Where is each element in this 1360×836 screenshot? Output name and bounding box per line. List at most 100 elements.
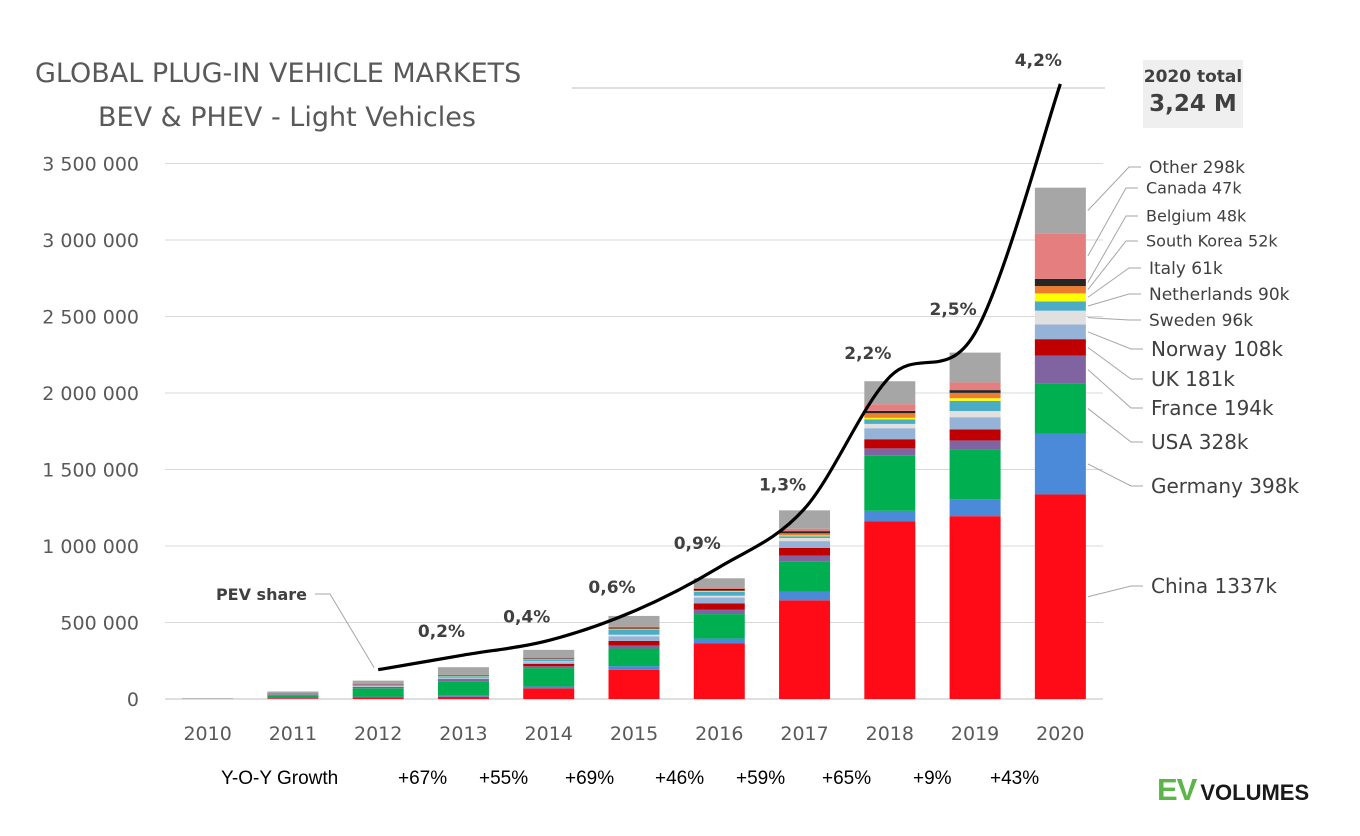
bar-segment-sweden bbox=[608, 634, 660, 637]
callout-label: Germany 398k bbox=[1151, 474, 1299, 498]
logo-ev: EV bbox=[1157, 772, 1197, 807]
bar-stack bbox=[693, 578, 745, 699]
callout-label: Sweden 96k bbox=[1149, 311, 1253, 331]
bar-segment-italy bbox=[437, 675, 489, 677]
ev-volumes-logo: EV VOLUMES bbox=[1157, 772, 1309, 807]
bar-segment-france bbox=[779, 555, 831, 562]
bar-segment-france bbox=[864, 448, 916, 456]
bar-segment-germany bbox=[949, 499, 1001, 517]
pev-share-label: 2,2% bbox=[844, 344, 891, 364]
bar-segment-canada bbox=[352, 684, 404, 685]
callout-leader bbox=[1087, 347, 1143, 380]
bar-segment-canada bbox=[523, 657, 575, 659]
bar-segment-china bbox=[608, 669, 660, 699]
bar-segment-germany bbox=[779, 591, 831, 601]
total-2020-box: 2020 total 3,24 M bbox=[1143, 60, 1243, 128]
bar-stack bbox=[182, 698, 234, 699]
bar-segment-belgium bbox=[437, 675, 489, 676]
pev-share-label: 0,4% bbox=[503, 607, 550, 627]
x-tick-label: 2017 bbox=[780, 723, 828, 745]
bar-segment-italy bbox=[608, 628, 660, 630]
callout-leader bbox=[1087, 215, 1138, 283]
bar-segment-netherlands bbox=[523, 659, 575, 662]
callout-label: South Korea 52k bbox=[1146, 232, 1278, 251]
callout-leader bbox=[1087, 408, 1143, 443]
bar-segment-other bbox=[949, 352, 1001, 383]
x-tick-label: 2020 bbox=[1036, 723, 1084, 745]
bar-segment-china bbox=[523, 688, 575, 699]
bar-segment-other bbox=[437, 667, 489, 675]
bar-segment-south-korea bbox=[949, 392, 1001, 399]
bar-segment-uk bbox=[779, 547, 831, 556]
yoy-growth-row: Y-O-Y Growth +67% +55% +69% +46% +59% +6… bbox=[0, 768, 1360, 798]
bar-segment-belgium bbox=[864, 410, 916, 414]
x-tick-label: 2016 bbox=[695, 723, 743, 745]
bar-segment-france bbox=[437, 680, 489, 682]
bar-segment-netherlands bbox=[352, 685, 404, 686]
bar-segment-italy bbox=[949, 398, 1001, 401]
bar-segment-germany bbox=[1034, 433, 1086, 495]
bar-segment-france bbox=[693, 609, 745, 615]
pev-share-label: 1,3% bbox=[759, 476, 806, 496]
bar-segment-china bbox=[267, 698, 319, 699]
bar-segment-italy bbox=[1034, 293, 1086, 302]
bar-segment-netherlands bbox=[693, 591, 745, 596]
callout-leader bbox=[1087, 293, 1141, 307]
yoy-growth-value: +9% bbox=[913, 768, 952, 789]
bar-segment-canada bbox=[693, 587, 745, 589]
bar-segment-usa bbox=[949, 449, 1001, 500]
bar-segment-norway bbox=[949, 417, 1001, 430]
bar-segment-uk bbox=[437, 679, 489, 681]
bar-segment-china bbox=[352, 697, 404, 699]
bar-segment-italy bbox=[523, 658, 575, 660]
bar-segment-china bbox=[1034, 494, 1086, 699]
y-tick-label: 1 500 000 bbox=[42, 460, 139, 482]
bar-segment-netherlands bbox=[949, 400, 1001, 412]
callout-label: Other 298k bbox=[1149, 158, 1245, 178]
x-tick-label: 2018 bbox=[866, 723, 914, 745]
callout-label: Netherlands 90k bbox=[1149, 285, 1290, 305]
bar-segment-netherlands bbox=[437, 676, 489, 678]
bar-segment-other bbox=[267, 691, 319, 694]
y-tick-label: 0 bbox=[127, 689, 139, 711]
bar-segment-south-korea bbox=[1034, 286, 1086, 294]
yoy-growth-value: +59% bbox=[736, 768, 786, 789]
yoy-growth-label: Y-O-Y Growth bbox=[221, 768, 339, 789]
bar-stack bbox=[949, 352, 1001, 699]
bar-segment-belgium bbox=[608, 627, 660, 629]
bar-segment-belgium bbox=[779, 531, 831, 534]
callout-leader bbox=[1087, 369, 1143, 409]
bar-segment-usa bbox=[437, 681, 489, 696]
bar-segment-china bbox=[437, 696, 489, 699]
bar-segment-norway bbox=[352, 686, 404, 687]
y-tick-label: 3 500 000 bbox=[42, 154, 139, 176]
callout-leader bbox=[1087, 240, 1138, 291]
bar-segment-belgium bbox=[949, 390, 1001, 393]
bar-segment-uk bbox=[608, 640, 660, 646]
x-tick-label: 2014 bbox=[525, 723, 573, 745]
bar-segment-italy bbox=[693, 591, 745, 592]
yoy-growth-value: +69% bbox=[565, 768, 615, 789]
stacked-bars bbox=[182, 187, 1086, 699]
bar-segment-italy bbox=[864, 417, 916, 420]
bar-segment-canada bbox=[949, 382, 1001, 391]
bar-segment-sweden bbox=[693, 595, 745, 598]
bar-segment-uk bbox=[693, 603, 745, 610]
bar-segment-france bbox=[1034, 355, 1086, 384]
bar-stack bbox=[608, 615, 660, 699]
bar-segment-norway bbox=[1034, 324, 1086, 340]
y-tick-label: 500 000 bbox=[60, 613, 139, 635]
bar-stack bbox=[864, 381, 916, 699]
pev-share-leader bbox=[315, 593, 375, 668]
bar-segment-south-korea bbox=[523, 658, 575, 660]
bar-segment-germany bbox=[437, 695, 489, 697]
bar-segment-uk bbox=[1034, 339, 1086, 356]
bar-segment-south-korea bbox=[608, 628, 660, 629]
chart-title-line1: GLOBAL PLUG-IN VEHICLE MARKETS bbox=[35, 58, 521, 89]
yoy-growth-value: +55% bbox=[479, 768, 529, 789]
bar-segment-germany bbox=[608, 666, 660, 670]
bar-stack bbox=[267, 691, 319, 699]
pev-share-label: 2,5% bbox=[930, 300, 977, 320]
bar-segment-sweden bbox=[949, 411, 1001, 418]
